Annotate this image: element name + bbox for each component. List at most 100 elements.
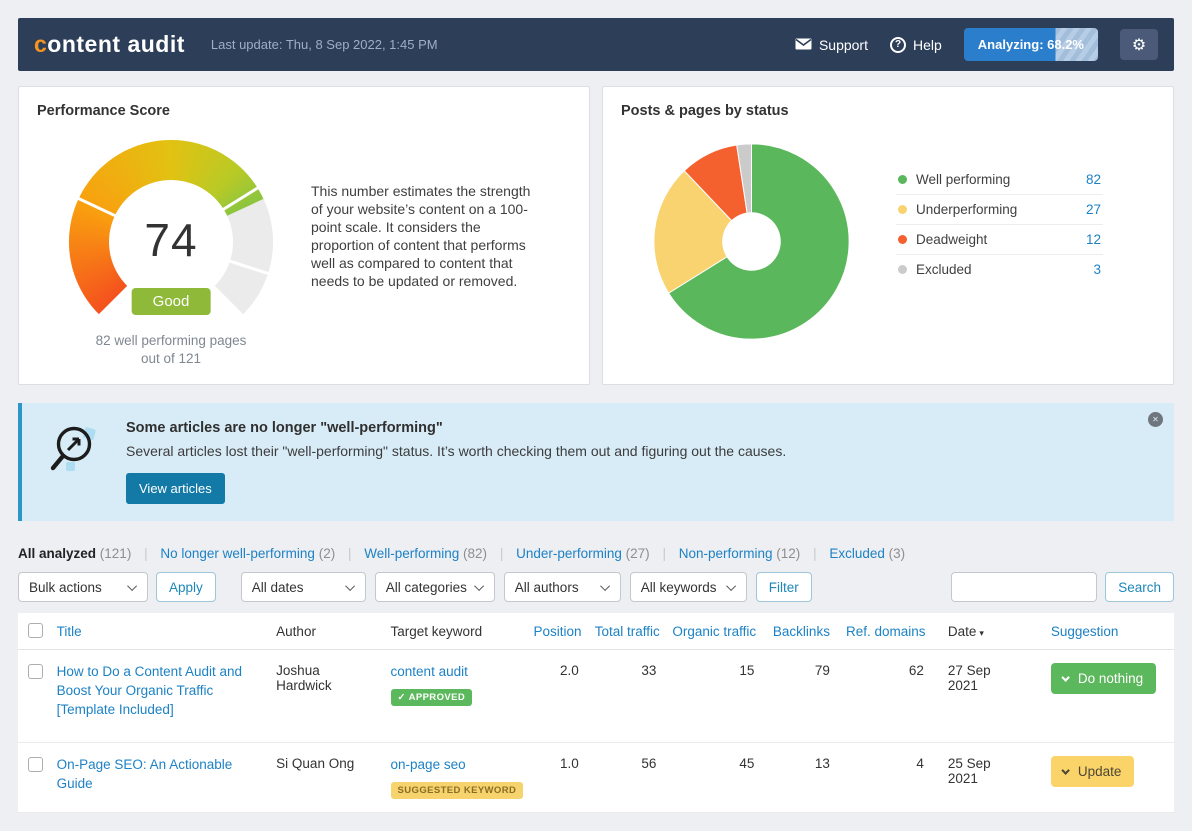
bulk-actions-select[interactable]: Bulk actions (18, 572, 148, 602)
article-title-link[interactable]: How to Do a Content Audit and Boost Your… (56, 664, 242, 717)
target-keyword-link[interactable]: content audit (390, 664, 468, 679)
tab-count: (3) (888, 546, 906, 561)
help-link[interactable]: ? Help (890, 36, 942, 53)
app-logo: content audit (34, 31, 185, 58)
header-date[interactable]: Date (947, 624, 977, 639)
tab-label: Well-performing (364, 546, 460, 561)
legend-dot-green (898, 175, 907, 184)
select-value: Bulk actions (29, 579, 102, 595)
legend-label: Underperforming (916, 202, 1018, 217)
search-button[interactable]: Search (1105, 572, 1174, 602)
header-suggestion[interactable]: Suggestion (1050, 624, 1119, 639)
chevron-down-icon (344, 580, 355, 591)
legend-dot-gray (898, 265, 907, 274)
total-traffic-cell: 33 (641, 663, 657, 678)
support-label: Support (818, 36, 868, 53)
filter-button[interactable]: Filter (755, 572, 812, 602)
tab-separator: | (144, 546, 148, 561)
legend-item-underperforming: Underperforming 27 (896, 195, 1103, 225)
legend-count-link[interactable]: 12 (1085, 232, 1101, 247)
envelope-icon (795, 37, 812, 53)
view-articles-button[interactable]: View articles (126, 473, 225, 504)
status-card-title: Posts & pages by status (621, 103, 789, 119)
tab-separator: | (813, 546, 817, 561)
apply-button[interactable]: Apply (156, 572, 216, 602)
help-label: Help (913, 36, 942, 53)
legend-count-link[interactable]: 27 (1085, 202, 1101, 217)
legend-item-well-performing: Well performing 82 (896, 165, 1103, 195)
legend-count-link[interactable]: 3 (1093, 262, 1101, 277)
header-total-traffic[interactable]: Total traffic (594, 624, 660, 639)
tab-well-performing[interactable]: Well-performing (82) (364, 546, 487, 561)
dates-select[interactable]: All dates (240, 572, 366, 602)
suggestion-label: Update (1077, 764, 1122, 779)
tab-under-performing[interactable]: Under-performing (27) (516, 546, 650, 561)
analyzing-button[interactable]: Analyzing: 68.2% (964, 28, 1098, 61)
legend-item-excluded: Excluded 3 (896, 255, 1103, 284)
author-cell: Si Quan Ong (276, 756, 355, 771)
tab-non-performing[interactable]: Non-performing (12) (679, 546, 801, 561)
header-ref-domains[interactable]: Ref. domains (845, 624, 926, 639)
performance-description: This number estimates the strength of yo… (311, 183, 531, 289)
author-cell: Joshua Hardwick (276, 663, 332, 693)
analyzing-label: Analyzing: 68.2% (977, 37, 1084, 52)
backlinks-cell: 79 (814, 663, 830, 678)
header-title[interactable]: Title (56, 624, 82, 639)
suggestion-dropdown-button[interactable]: Do nothing (1050, 663, 1157, 694)
tab-label: Under-performing (516, 546, 622, 561)
gear-icon: ⚙ (1131, 34, 1147, 54)
header-position[interactable]: Position (533, 624, 582, 639)
top-navbar: content audit Last update: Thu, 8 Sep 20… (18, 18, 1174, 71)
tab-count: (121) (99, 546, 132, 561)
gauge-caption-line2: out of 121 (140, 351, 202, 367)
close-icon[interactable]: ✕ (1148, 412, 1163, 427)
position-cell: 2.0 (559, 663, 579, 678)
header-author: Author (276, 624, 316, 639)
header-backlinks[interactable]: Backlinks (772, 624, 830, 639)
article-title-link[interactable]: On-Page SEO: An Actionable Guide (56, 757, 233, 791)
gauge-caption-line1: 82 well performing pages (95, 333, 247, 348)
tab-separator: | (347, 546, 352, 561)
magnifier-trend-icon (22, 420, 126, 504)
tab-separator: | (499, 546, 504, 561)
organic-traffic-cell: 45 (739, 756, 755, 771)
last-update-text: Last update: Thu, 8 Sep 2022, 1:45 PM (210, 37, 438, 52)
support-link[interactable]: Support (795, 37, 868, 53)
row-checkbox[interactable] (28, 664, 43, 679)
tab-count: (82) (463, 546, 488, 561)
organic-traffic-cell: 15 (739, 663, 755, 678)
chevron-down-icon (127, 580, 138, 591)
tab-excluded[interactable]: Excluded (3) (829, 546, 905, 561)
header-organic-traffic[interactable]: Organic traffic (672, 624, 757, 639)
header-target-keyword: Target keyword (390, 624, 483, 639)
legend-dot-yellow (898, 205, 907, 214)
select-value: All categories (385, 579, 467, 595)
chevron-down-icon (1061, 672, 1070, 682)
keywords-select[interactable]: All keywords (629, 572, 747, 602)
banner-content: Some articles are no longer "well-perfor… (126, 420, 786, 504)
gauge-caption: 82 well performing pages out of 121 (37, 332, 305, 368)
legend-label: Well performing (916, 172, 1011, 187)
ref-domains-cell: 62 (908, 663, 924, 678)
target-keyword-link[interactable]: on-page seo (390, 757, 466, 772)
backlinks-cell: 13 (814, 756, 830, 771)
settings-button[interactable]: ⚙ (1120, 29, 1158, 60)
tab-label: All analyzed (18, 546, 97, 561)
row-checkbox[interactable] (28, 757, 43, 772)
select-all-checkbox[interactable] (28, 623, 43, 638)
legend-dot-orange (898, 235, 907, 244)
tab-no-longer-well-performing[interactable]: No longer well-performing (2) (160, 546, 335, 561)
search-input[interactable] (951, 572, 1098, 602)
legend-count-link[interactable]: 82 (1085, 172, 1101, 187)
date-cell: 25 Sep 2021 (947, 756, 991, 786)
suggestion-dropdown-button[interactable]: Update (1050, 756, 1135, 787)
tab-label: No longer well-performing (160, 546, 315, 561)
authors-select[interactable]: All authors (503, 572, 621, 602)
categories-select[interactable]: All categories (374, 572, 495, 602)
tab-label: Excluded (829, 546, 885, 561)
banner-title: Some articles are no longer "well-perfor… (126, 420, 443, 436)
tab-all-analyzed[interactable]: All analyzed (121) (18, 546, 131, 561)
tab-separator: | (662, 546, 666, 561)
gauge-score-value: 74 (144, 214, 198, 266)
suggestion-label: Do nothing (1077, 671, 1144, 686)
